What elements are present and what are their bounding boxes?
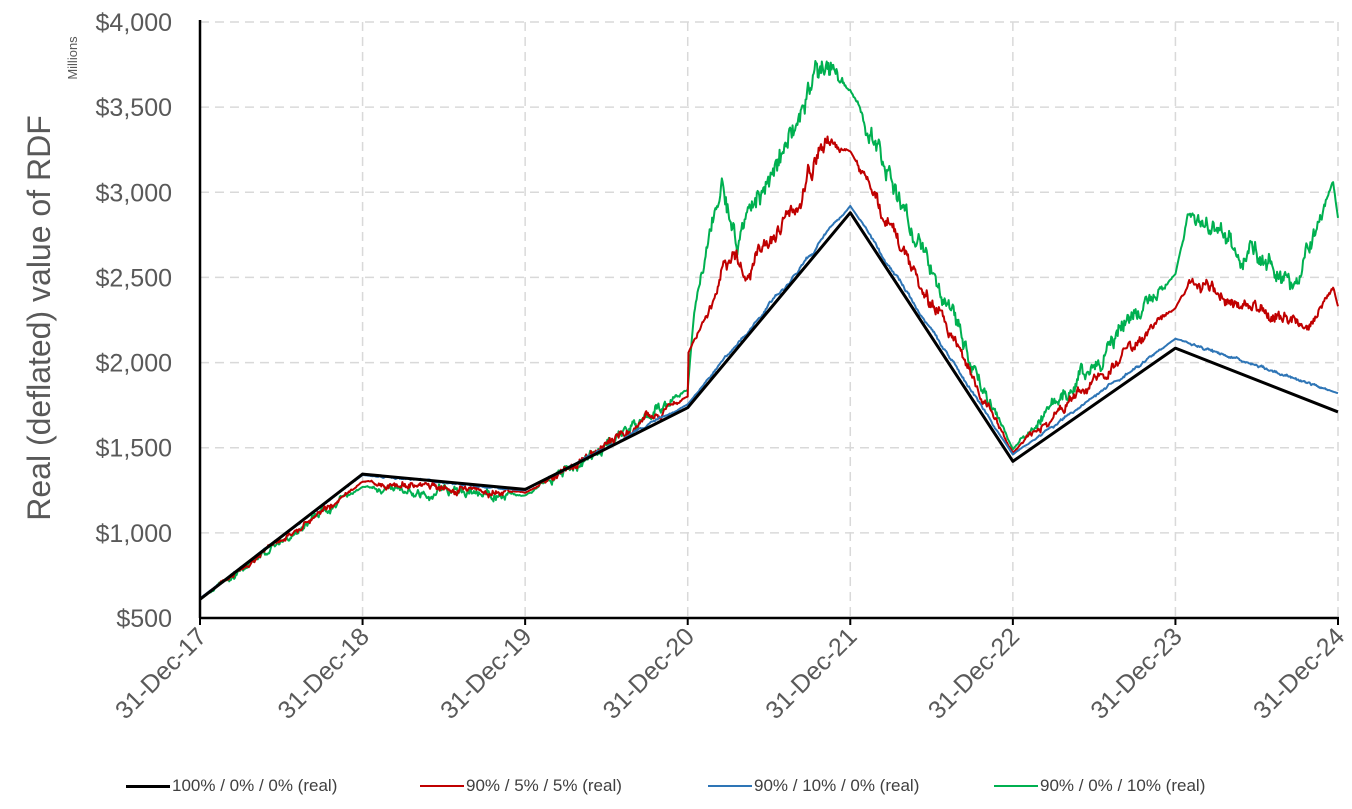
y-tick-label: $4,000 [96,9,172,37]
series-line-3 [199,204,1339,600]
y-tick-label: $2,000 [96,350,172,378]
legend-swatch [994,785,1038,787]
y-tick-label: $3,500 [96,94,172,122]
legend-label: 100% / 0% / 0% (real) [172,776,338,795]
legend: 100% / 0% / 0% (real) 90% / 5% / 5% (real… [0,776,1352,804]
series-lines [199,60,1339,601]
x-tick-label: 31-Dec-18 [272,622,374,724]
series-line-2 [199,135,1339,600]
x-tick-label: 31-Dec-23 [1085,622,1187,724]
x-tick-label: 31-Dec-19 [435,622,537,724]
x-tick-label: 31-Dec-17 [110,622,212,724]
line-chart: $500 $1,000 $1,500 $2,000 $2,500 $3,000 $3,500… [21,9,1350,725]
series-line-4 [199,60,1339,601]
y-tick-label: $3,000 [96,179,172,207]
legend-label: 90% / 0% / 10% (real) [1040,776,1206,795]
x-tick-labels: 31-Dec-17 31-Dec-18 31-Dec-19 31-Dec-20 31-D… [110,622,1350,724]
y-axis-label: Real (deflated) value of RDF [21,115,57,521]
legend-item: 90% / 5% / 5% (real) [420,776,622,796]
y-tick-label: $500 [116,605,172,633]
axes [198,20,1339,625]
legend-item: 90% / 0% / 10% (real) [994,776,1205,796]
x-tick-label: 31-Dec-20 [598,622,700,724]
legend-label: 90% / 5% / 5% (real) [466,776,622,795]
legend-item: 90% / 10% / 0% (real) [708,776,919,796]
y-tick-labels: $500 $1,000 $1,500 $2,000 $2,500 $3,000 $3,500… [96,9,172,633]
y-tick-label: $1,500 [96,435,172,463]
y-tick-label: $2,500 [96,264,172,292]
legend-swatch [708,785,752,787]
grid [200,21,1339,618]
x-tick-label: 31-Dec-22 [923,622,1025,724]
legend-swatch [126,784,170,788]
legend-item: 100% / 0% / 0% (real) [126,776,337,796]
legend-swatch [420,785,464,787]
legend-label: 90% / 10% / 0% (real) [754,776,920,795]
series-line-1 [199,211,1339,601]
y-axis-unit: Millions [65,36,80,80]
x-tick-label: 31-Dec-21 [760,622,862,724]
x-tick-label: 31-Dec-24 [1248,622,1350,724]
y-tick-label: $1,000 [96,520,172,548]
